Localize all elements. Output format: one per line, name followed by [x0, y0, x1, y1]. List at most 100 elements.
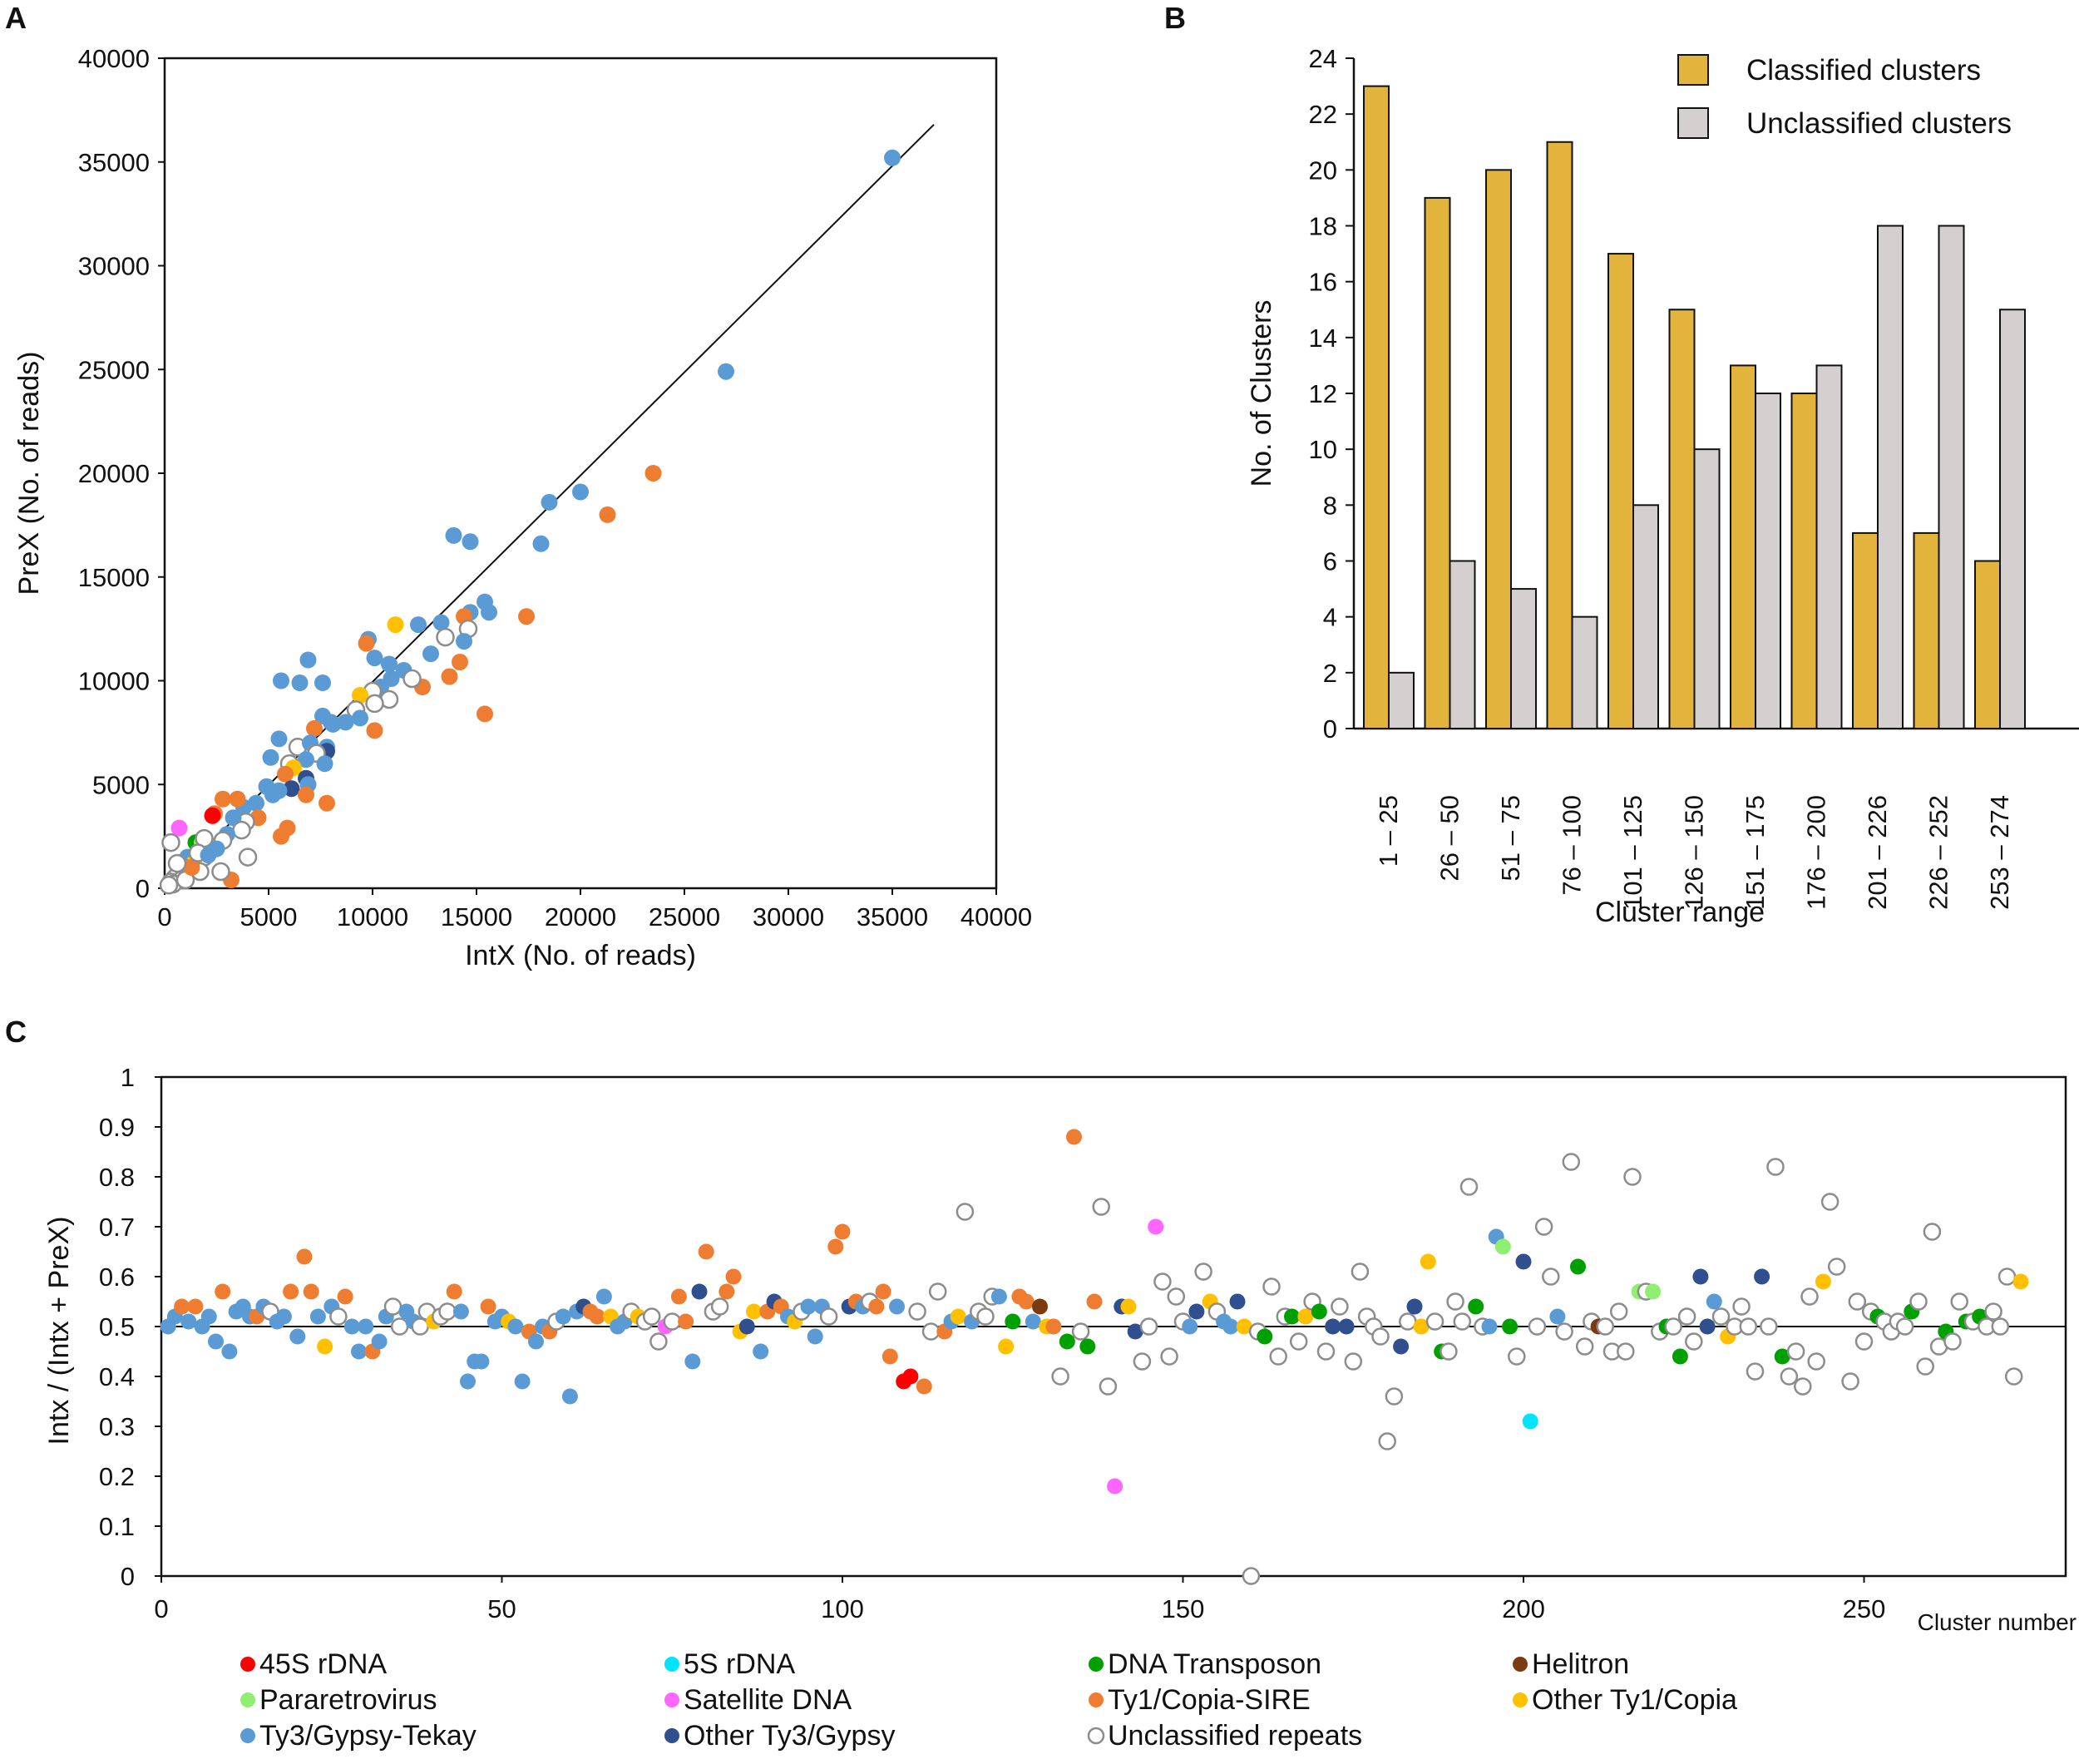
point-ty1-copia-sire — [698, 1243, 714, 1260]
point-unclassified-repeats — [928, 1282, 947, 1301]
point-dna-transposon — [1774, 1348, 1790, 1365]
x-tick-label-b: 226 – 252 — [1924, 795, 1953, 910]
point-ty1-copia-sire — [446, 1283, 462, 1300]
point-unclassified-repeats — [1854, 1332, 1874, 1351]
point-unclassified-repeats — [1943, 1332, 1962, 1351]
y-tick-label-c: 0.8 — [99, 1163, 135, 1192]
x-tick-label-c: 0 — [154, 1594, 168, 1623]
point-other-ty1-copia — [746, 1303, 762, 1320]
point-unclassified-repeats — [1895, 1317, 1914, 1336]
x-tick-label-a: 10000 — [337, 902, 408, 931]
x-tick-label-b: 101 – 125 — [1618, 795, 1647, 910]
point-ty3-gypsy-tekay — [541, 493, 558, 511]
legend-label-unclassified-repeats: Unclassified repeats — [1108, 1720, 1362, 1752]
point-other-ty1-copia — [1420, 1253, 1436, 1270]
point-unclassified-repeats — [1555, 1322, 1573, 1341]
x-tick-label-a: 0 — [157, 902, 171, 931]
point-unclassified-repeats — [1739, 1317, 1758, 1336]
bar-unclassified — [1388, 671, 1415, 729]
y-tick-label-b: 10 — [1309, 435, 1337, 464]
point-dna-transposon — [1672, 1348, 1688, 1365]
point-dna-transposon — [1284, 1308, 1300, 1325]
point-ty1-copia-sire — [187, 1298, 204, 1315]
point-ty1-copia-sire — [441, 668, 458, 685]
point-other-ty1-copia — [2012, 1273, 2029, 1290]
point-ty1-copia-sire — [452, 654, 468, 670]
bar-classified — [1730, 364, 1756, 729]
point-ty1-copia-sire — [358, 635, 375, 652]
y-axis-title-c: Intx / (Intx + PreX) — [43, 1217, 75, 1445]
legend-marker-45s-rdna — [240, 1657, 255, 1672]
point-pararetrovirus — [1494, 1238, 1511, 1255]
point-other-ty3-gypsy — [1393, 1338, 1410, 1355]
point-other-ty1-copia — [1236, 1318, 1252, 1335]
y-tick-label-b: 20 — [1309, 156, 1337, 185]
point-other-ty1-copia — [1413, 1318, 1430, 1335]
point-satellite-dna — [1107, 1478, 1123, 1495]
point-ty1-copia-sire — [678, 1313, 694, 1330]
legend-label-classified: Classified clusters — [1746, 54, 1981, 86]
point-ty3-gypsy-tekay — [456, 633, 472, 650]
point-ty1-copia-sire — [518, 608, 535, 625]
point-ty3-gypsy-tekay — [572, 483, 589, 501]
point-unclassified-repeats — [1786, 1342, 1805, 1361]
point-ty1-copia-sire — [215, 1283, 231, 1300]
point-ty3-gypsy-tekay — [1025, 1313, 1041, 1330]
point-45s-rdna — [204, 807, 221, 824]
point-pararetrovirus — [1645, 1283, 1662, 1300]
point-ty3-gypsy-tekay — [1706, 1293, 1722, 1310]
point-ty3-gypsy-tekay — [180, 1313, 197, 1330]
point-unclassified-repeats — [390, 1317, 409, 1336]
x-tick-label-a: 15000 — [441, 902, 512, 931]
point-unclassified-repeats — [1385, 1387, 1404, 1406]
point-unclassified-repeats — [1453, 1312, 1472, 1331]
legend-label-ty3-gypsy-tekay: Ty3/Gypsy-Tekay — [259, 1720, 477, 1752]
point-unclassified-repeats — [438, 1302, 457, 1321]
panel-label-b: B — [1164, 1, 1186, 35]
points-c — [160, 1129, 2029, 1585]
point-ty3-gypsy-tekay — [291, 674, 309, 691]
point-other-ty3-gypsy — [1338, 1318, 1355, 1335]
point-unclassified-repeats — [436, 627, 455, 647]
y-tick-label-c: 0.6 — [99, 1262, 135, 1292]
point-unclassified-repeats — [1351, 1262, 1370, 1281]
point-ty1-copia-sire — [1086, 1293, 1103, 1310]
point-unclassified-repeats — [1820, 1193, 1839, 1211]
point-unclassified-repeats — [167, 853, 187, 873]
y-tick-label-a: 10000 — [78, 667, 150, 696]
point-unclassified-repeats — [1780, 1367, 1799, 1386]
bar-classified — [1668, 309, 1696, 729]
point-ty1-copia-sire — [183, 859, 200, 876]
point-ty1-copia-sire — [319, 794, 335, 812]
bar-classified — [1485, 169, 1512, 730]
y-tick-label-a: 0 — [136, 874, 150, 903]
point-unclassified-repeats — [1508, 1347, 1526, 1366]
legend-marker-other-ty3-gypsy — [664, 1728, 679, 1743]
x-tick-label-a: 20000 — [545, 902, 616, 931]
point-ty1-copia-sire — [306, 719, 323, 737]
point-ty1-copia-sire — [868, 1298, 885, 1315]
point-ty1-copia-sire — [1018, 1293, 1035, 1310]
y-tick-label-c: 0.1 — [99, 1512, 135, 1541]
point-ty3-gypsy-tekay — [221, 1343, 238, 1360]
point-ty1-copia-sire — [881, 1348, 898, 1365]
point-unclassified-repeats — [1139, 1317, 1158, 1336]
bar-classified — [1852, 531, 1879, 730]
y-tick-label-a: 5000 — [92, 770, 150, 799]
point-unclassified-repeats — [642, 1307, 661, 1326]
point-other-ty3-gypsy — [738, 1318, 755, 1335]
point-ty3-gypsy-tekay — [460, 1373, 476, 1390]
point-unclassified-repeats — [1664, 1317, 1682, 1336]
legend-label-dna-transposon: DNA Transposon — [1108, 1648, 1321, 1680]
y-tick-label-b: 16 — [1309, 268, 1337, 297]
point-helitron — [1032, 1298, 1048, 1315]
y-tick-label-a: 30000 — [78, 252, 150, 281]
y-tick-label-c: 1 — [121, 1063, 135, 1092]
point-ty3-gypsy-tekay — [462, 533, 479, 551]
point-other-ty1-copia — [950, 1308, 966, 1325]
y-tick-label-c: 0 — [121, 1562, 135, 1591]
point-other-ty3-gypsy — [1229, 1293, 1246, 1310]
point-unclassified-repeats — [1425, 1312, 1444, 1331]
